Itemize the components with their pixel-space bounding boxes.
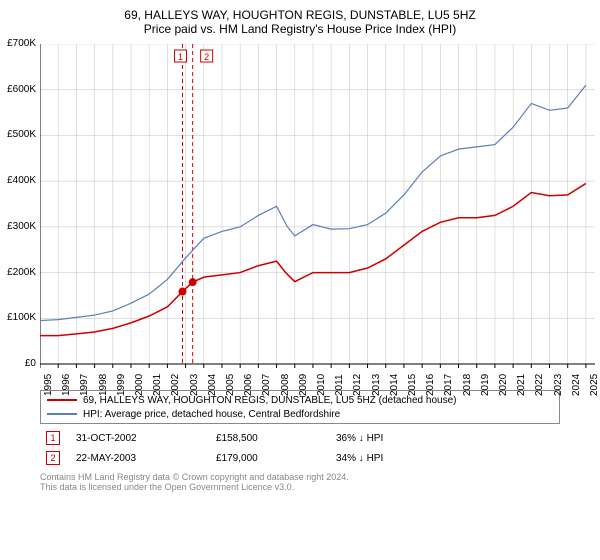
y-tick-label: £200K [0,267,40,278]
x-tick-label: 2016 [425,374,436,396]
x-tick-label: 2019 [480,374,491,396]
svg-text:2: 2 [204,52,209,62]
x-tick-label: 2023 [553,374,564,396]
sale-delta: 34% ↓ HPI [330,448,560,468]
chart-container: 69, HALLEYS WAY, HOUGHTON REGIS, DUNSTAB… [0,0,600,560]
x-tick-label: 2004 [207,374,218,396]
legend-row: HPI: Average price, detached house, Cent… [47,407,553,421]
y-tick-label: £600K [0,84,40,95]
x-tick-label: 2002 [170,374,181,396]
legend-swatch-property [47,399,77,401]
sale-marker-icon: 2 [46,451,60,465]
chart-area: 12 £0£100K£200K£300K£400K£500K£600K£700K… [40,44,595,384]
x-tick-label: 2000 [134,374,145,396]
y-tick-label: £0 [0,358,40,369]
x-tick-label: 2009 [298,374,309,396]
x-tick-label: 2013 [371,374,382,396]
y-tick-label: £500K [0,129,40,140]
y-tick-label: £700K [0,38,40,49]
sales-table: 1 31-OCT-2002£158,50036% ↓ HPI 2 22-MAY-200… [40,428,560,468]
x-tick-label: 2008 [280,374,291,396]
x-tick-label: 1996 [61,374,72,396]
footer-line1: Contains HM Land Registry data © Crown c… [40,472,560,482]
svg-text:1: 1 [178,52,183,62]
x-tick-label: 2010 [316,374,327,396]
x-tick-label: 2006 [243,374,254,396]
footer-line2: This data is licensed under the Open Gov… [40,482,560,492]
x-tick-label: 2024 [571,374,582,396]
x-tick-label: 2007 [261,374,272,396]
x-tick-label: 2003 [189,374,200,396]
x-tick-label: 2015 [407,374,418,396]
y-tick-label: £100K [0,312,40,323]
x-tick-label: 1998 [98,374,109,396]
legend-swatch-hpi [47,413,77,415]
legend-label-property: 69, HALLEYS WAY, HOUGHTON REGIS, DUNSTAB… [83,395,456,406]
x-tick-label: 2011 [334,374,345,396]
x-tick-label: 2020 [498,374,509,396]
sale-row: 2 22-MAY-2003£179,00034% ↓ HPI [40,448,560,468]
chart-svg: 12 [40,44,595,384]
y-tick-label: £300K [0,221,40,232]
legend-label-hpi: HPI: Average price, detached house, Cent… [83,409,340,420]
footer: Contains HM Land Registry data © Crown c… [40,472,560,492]
x-tick-label: 2022 [534,374,545,396]
x-tick-label: 1997 [79,374,90,396]
sale-date: 22-MAY-2003 [70,448,210,468]
y-tick-label: £400K [0,175,40,186]
x-tick-label: 2012 [352,374,363,396]
chart-title-line1: 69, HALLEYS WAY, HOUGHTON REGIS, DUNSTAB… [0,8,600,22]
x-tick-label: 2025 [589,374,600,396]
sale-date: 31-OCT-2002 [70,428,210,448]
x-tick-label: 2005 [225,374,236,396]
sale-price: £158,500 [210,428,330,448]
x-tick-label: 1999 [116,374,127,396]
x-tick-label: 2018 [462,374,473,396]
x-tick-label: 2014 [389,374,400,396]
sale-delta: 36% ↓ HPI [330,428,560,448]
chart-title-line2: Price paid vs. HM Land Registry's House … [0,22,600,36]
title-block: 69, HALLEYS WAY, HOUGHTON REGIS, DUNSTAB… [0,0,600,40]
x-tick-label: 2021 [516,374,527,396]
x-tick-label: 2017 [443,374,454,396]
sale-row: 1 31-OCT-2002£158,50036% ↓ HPI [40,428,560,448]
sale-price: £179,000 [210,448,330,468]
x-tick-label: 1995 [43,374,54,396]
sale-marker-icon: 1 [46,431,60,445]
x-tick-label: 2001 [152,374,163,396]
